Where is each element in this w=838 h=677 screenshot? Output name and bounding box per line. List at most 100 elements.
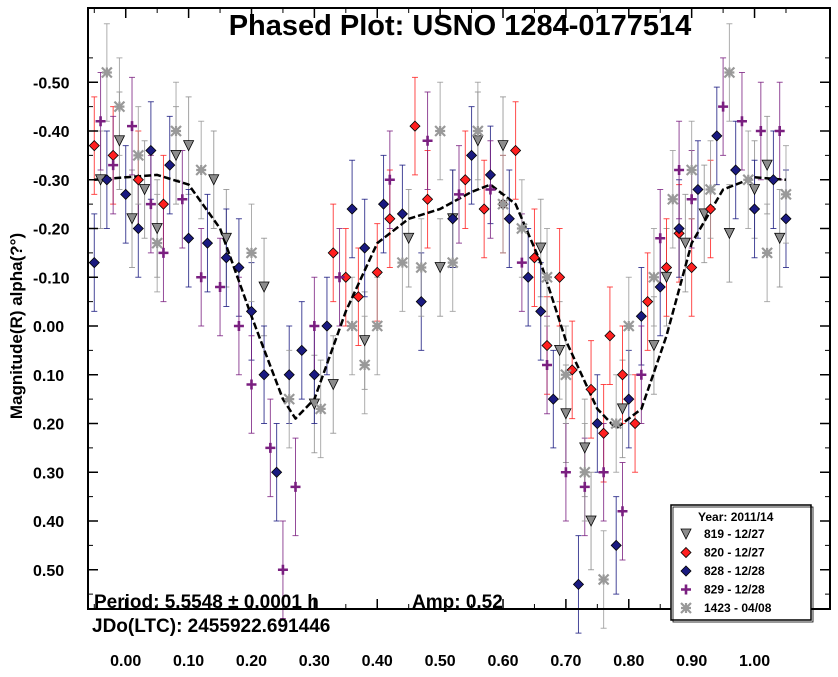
data-point-series-0: [723, 227, 736, 240]
data-point-series-2: [308, 369, 320, 381]
data-point-series-0: [126, 213, 138, 225]
data-point-series-3: [422, 135, 433, 146]
data-point-series-1: [384, 213, 396, 225]
data-point-series-4: [472, 125, 484, 137]
data-point-series-4: [101, 66, 113, 79]
data-point-series-3: [636, 369, 647, 380]
data-point-series-0: [497, 140, 509, 152]
data-point-series-3: [108, 160, 119, 171]
data-point-series-2: [283, 369, 295, 381]
data-point-series-1: [459, 174, 471, 186]
data-point-series-4: [396, 256, 409, 269]
y-tick-label: 0.00: [33, 319, 64, 336]
data-points: [88, 66, 792, 590]
data-point-series-3: [246, 379, 257, 390]
data-point-series-3: [718, 101, 729, 112]
data-point-series-1: [598, 427, 610, 439]
data-point-series-0: [258, 281, 270, 293]
fit-curve: [94, 173, 787, 430]
data-point-series-1: [541, 339, 553, 352]
legend-box: [670, 504, 812, 621]
data-point-series-1: [340, 271, 352, 283]
data-point-series-0: [774, 232, 786, 245]
data-point-series-1: [421, 193, 434, 205]
y-tick-label: -0.30: [33, 173, 70, 190]
data-point-series-2: [346, 203, 358, 215]
data-point-series-3: [95, 116, 106, 127]
data-point-series-1: [686, 261, 698, 274]
data-point-series-1: [629, 417, 641, 430]
data-point-series-3: [674, 165, 685, 175]
data-point-series-2: [120, 188, 132, 200]
data-point-series-2: [635, 310, 647, 322]
data-point-series-0: [616, 403, 629, 415]
data-point-series-2: [780, 213, 792, 225]
y-tick-label: 0.20: [33, 417, 64, 434]
y-axis-label: Magnitude(R) alpha(?°): [7, 233, 26, 419]
data-point-series-4: [648, 271, 660, 284]
x-tick-label: 0.40: [362, 653, 393, 670]
data-point-series-3: [598, 467, 609, 478]
data-point-series-0: [113, 135, 126, 147]
y-tick-label: -0.20: [33, 222, 70, 239]
data-point-series-3: [542, 360, 553, 370]
legend-entry-label: 820 - 12/27: [704, 546, 765, 560]
legend-items: 819 - 12/27 820 - 12/27 828 - 12/28 829 - 1…: [680, 527, 772, 615]
data-point-series-4: [560, 368, 572, 381]
x-tick-label: 0.90: [676, 653, 707, 670]
data-point-series-1: [642, 296, 654, 308]
x-tick-label: 0.00: [110, 653, 141, 670]
axis-ticks: -0.50 -0.40 -0.30 -0.20 -0.10 0.00 0.10 0.20 0.3…: [33, 8, 830, 670]
plot-frame: [87, 7, 831, 610]
data-point-series-2: [377, 198, 390, 210]
data-point-series-3: [755, 126, 766, 136]
data-point-series-2: [233, 261, 245, 274]
data-point-series-4: [113, 100, 126, 113]
data-point-series-4: [371, 320, 384, 332]
data-point-series-2: [673, 222, 685, 235]
data-point-series-4: [597, 573, 610, 586]
data-point-series-3: [177, 194, 188, 205]
data-point-series-4: [434, 125, 446, 137]
plot-area: [88, 23, 792, 634]
data-point-series-0: [220, 232, 232, 245]
data-point-series-2: [535, 305, 547, 317]
data-point-series-4: [132, 149, 145, 162]
data-point-series-4: [415, 261, 428, 274]
data-point-series-0: [698, 208, 710, 220]
data-point-series-3: [233, 321, 244, 331]
data-point-series-3: [516, 257, 527, 268]
y-tick-label: -0.10: [33, 270, 70, 287]
data-point-series-4: [195, 164, 207, 176]
data-point-series-3: [384, 174, 395, 185]
data-point-series-0: [679, 237, 692, 250]
data-point-series-4: [346, 320, 358, 332]
data-point-series-2: [183, 232, 195, 244]
x-tick-label: 0.60: [487, 653, 518, 670]
x-tick-label: 0.20: [236, 653, 267, 670]
data-point-series-3: [736, 116, 747, 127]
data-point-series-3: [277, 564, 288, 575]
data-point-series-3: [196, 272, 207, 283]
data-point-series-0: [648, 340, 660, 352]
legend-entry-label: 819 - 12/27: [704, 527, 765, 541]
data-point-series-2: [321, 320, 333, 332]
data-point-series-4: [780, 188, 792, 201]
data-point-series-0: [535, 242, 547, 254]
data-point-series-2: [572, 578, 585, 590]
data-point-series-2: [415, 296, 427, 308]
data-point-series-1: [478, 203, 490, 215]
data-point-series-3: [560, 467, 571, 478]
data-point-series-4: [541, 271, 553, 284]
data-point-series-2: [271, 466, 283, 478]
legend-marker: [680, 565, 692, 577]
data-point-series-2: [748, 203, 761, 215]
data-point-series-4: [358, 359, 371, 371]
data-point-series-3: [686, 194, 697, 205]
data-point-series-4: [723, 66, 736, 79]
data-point-series-0: [748, 184, 761, 196]
legend: Year: 2011/14 819 - 12/27 820 - 12/27 828 …: [670, 504, 814, 623]
data-point-series-1: [616, 369, 629, 381]
data-point-series-3: [485, 184, 496, 195]
